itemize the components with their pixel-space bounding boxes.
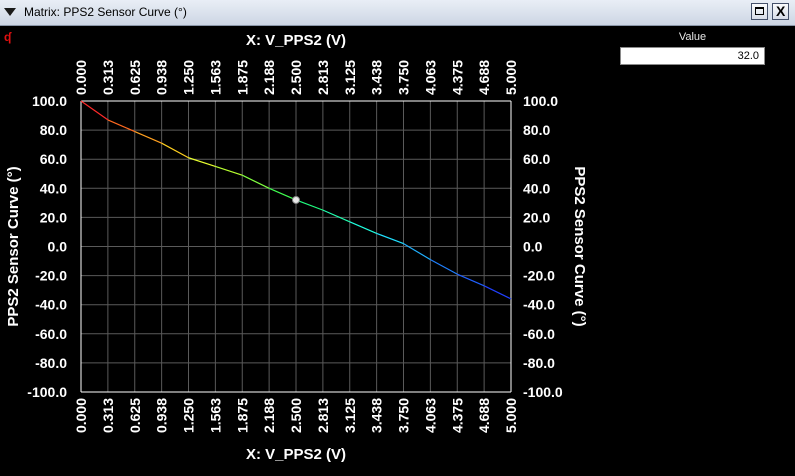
y-tick-label-left: 60.0 <box>40 151 67 167</box>
y-tick-label-left: -100.0 <box>27 384 67 400</box>
x-tick-label-top: 0.625 <box>127 60 143 95</box>
x-tick-label-bottom: 0.313 <box>100 398 116 433</box>
maximize-button[interactable] <box>751 3 768 20</box>
x-axis-title-bottom: X: V_PPS2 (V) <box>246 446 346 463</box>
y-tick-label-left: 80.0 <box>40 122 67 138</box>
curve-segment <box>376 232 404 245</box>
x-tick-label-top: 3.125 <box>342 60 358 95</box>
y-tick-label-right: 80.0 <box>523 122 550 138</box>
x-tick-label-top: 2.813 <box>315 60 331 95</box>
red-marker-icon: ʠ <box>4 30 12 44</box>
value-field[interactable]: 32.0 <box>620 47 765 65</box>
y-tick-label-right: 40.0 <box>523 180 550 196</box>
curve-segment <box>215 165 243 176</box>
x-tick-label-bottom: 0.625 <box>127 398 143 433</box>
y-tick-label-left: 0.0 <box>48 239 68 255</box>
x-tick-label-bottom: 1.875 <box>234 398 250 433</box>
y-tick-label-right: 20.0 <box>523 209 550 225</box>
curve-segment <box>241 174 270 189</box>
close-icon: X <box>776 3 786 19</box>
curve-segment <box>457 273 485 287</box>
x-tick-label-top: 3.750 <box>396 60 412 95</box>
curve-segment <box>134 131 162 144</box>
x-tick-label-bottom: 4.063 <box>422 398 438 433</box>
x-tick-label-top: 2.188 <box>261 60 277 95</box>
curve-segment <box>268 187 297 201</box>
x-tick-label-top: 4.063 <box>422 60 438 95</box>
x-tick-label-top: 4.375 <box>449 60 465 95</box>
x-axis-title-top: X: V_PPS2 (V) <box>246 32 346 49</box>
x-tick-label-bottom: 3.438 <box>369 398 385 433</box>
x-tick-label-top: 0.938 <box>154 60 170 95</box>
x-tick-label-bottom: 1.563 <box>207 398 223 433</box>
curve-segment <box>107 119 135 133</box>
y-tick-label-right: -20.0 <box>523 268 555 284</box>
curve-segment <box>483 285 512 300</box>
x-tick-label-bottom: 1.250 <box>181 398 197 433</box>
window-title: Matrix: PPS2 Sensor Curve (°) <box>24 5 187 19</box>
y-axis-title-right: PPS2 Sensor Curve (°) <box>571 166 588 326</box>
y-tick-label-left: -40.0 <box>35 297 67 313</box>
y-tick-label-left: -60.0 <box>35 326 67 342</box>
y-tick-label-right: 0.0 <box>523 239 543 255</box>
y-axis-title-left: PPS2 Sensor Curve (°) <box>5 166 22 326</box>
title-bar: Matrix: PPS2 Sensor Curve (°) X <box>0 0 795 26</box>
x-tick-label-top: 3.438 <box>369 60 385 95</box>
x-tick-label-bottom: 0.938 <box>154 398 170 433</box>
x-tick-label-bottom: 4.375 <box>449 398 465 433</box>
current-point-marker <box>292 195 300 204</box>
x-tick-label-top: 4.688 <box>476 60 492 95</box>
x-tick-label-bottom: 3.125 <box>342 398 358 433</box>
y-tick-label-left: 100.0 <box>32 93 67 109</box>
curve-segment <box>349 221 377 234</box>
x-tick-label-bottom: 5.000 <box>503 398 519 433</box>
y-tick-label-right: 60.0 <box>523 151 550 167</box>
y-tick-label-right: -40.0 <box>523 297 555 313</box>
x-tick-label-top: 0.000 <box>73 60 89 95</box>
x-tick-label-bottom: 0.000 <box>73 398 89 433</box>
x-tick-label-top: 2.500 <box>288 60 304 95</box>
x-tick-label-bottom: 2.813 <box>315 398 331 433</box>
x-tick-label-top: 1.250 <box>181 60 197 95</box>
y-tick-label-right: -60.0 <box>523 326 555 342</box>
y-tick-label-left: -20.0 <box>35 268 67 284</box>
x-tick-label-top: 1.875 <box>234 60 250 95</box>
x-tick-label-top: 5.000 <box>503 60 519 95</box>
curve-segment <box>161 142 189 159</box>
x-tick-label-bottom: 2.500 <box>288 398 304 433</box>
y-tick-label-right: -100.0 <box>523 384 563 400</box>
curve-segment <box>322 209 350 223</box>
triangle-down-icon[interactable] <box>4 8 16 16</box>
close-button[interactable]: X <box>772 3 789 20</box>
y-tick-label-left: 20.0 <box>40 209 67 225</box>
y-tick-label-right: 100.0 <box>523 93 558 109</box>
x-tick-label-top: 1.563 <box>207 60 223 95</box>
y-tick-label-right: -80.0 <box>523 355 555 371</box>
curve-segment <box>403 243 431 261</box>
x-tick-label-top: 0.313 <box>100 60 116 95</box>
x-tick-label-bottom: 4.688 <box>476 398 492 433</box>
curve-segment <box>188 157 216 168</box>
x-tick-label-bottom: 2.188 <box>261 398 277 433</box>
y-tick-label-left: 40.0 <box>40 180 67 196</box>
chart[interactable]: 0.000 0.000 0.313 0.313 0.625 0.625 0.938 0.938… <box>0 26 795 476</box>
curve-segment <box>295 199 324 211</box>
curve-segment <box>80 100 109 121</box>
curve-segment <box>430 259 458 275</box>
value-label: Value <box>678 31 707 43</box>
x-tick-label-bottom: 3.750 <box>396 398 412 433</box>
y-tick-label-left: -80.0 <box>35 355 67 371</box>
